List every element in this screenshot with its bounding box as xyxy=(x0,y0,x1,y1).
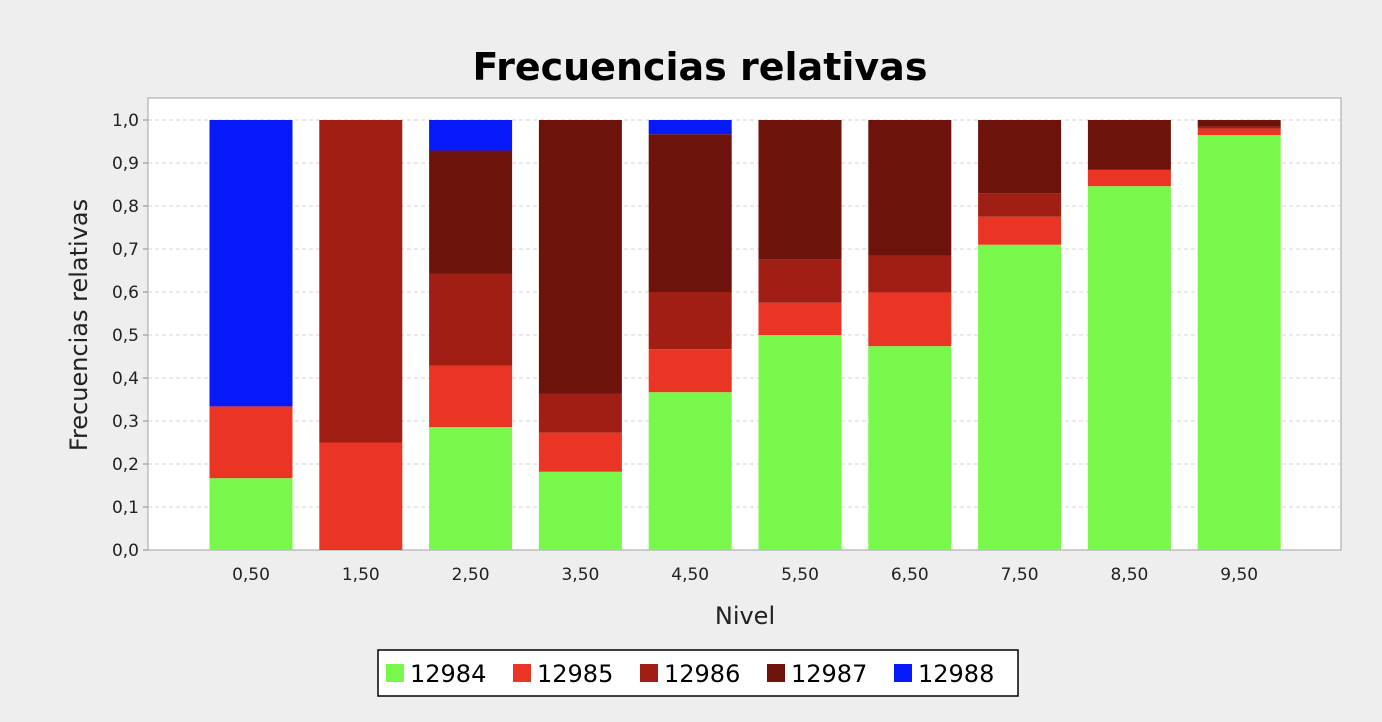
legend-swatch xyxy=(386,664,404,682)
bar-segment xyxy=(868,292,952,347)
y-tick-label: 0,3 xyxy=(112,412,139,432)
bar-segment xyxy=(868,120,952,256)
y-tick-label: 0,9 xyxy=(112,154,139,174)
bar-segment xyxy=(758,120,842,260)
bar-segment xyxy=(538,432,622,472)
y-tick-label: 0,6 xyxy=(112,283,139,303)
legend-item-label: 12988 xyxy=(918,660,994,688)
bar-segment xyxy=(1197,135,1281,551)
bar-segment xyxy=(1087,120,1171,170)
x-tick-label: 7,50 xyxy=(1001,565,1039,585)
legend-item-label: 12986 xyxy=(664,660,740,688)
legend: 12984 12985 12986 12987 12988 xyxy=(377,649,1019,697)
bar-segment xyxy=(1087,186,1171,550)
y-axis-label: Frecuencias relativas xyxy=(65,199,93,451)
bars xyxy=(209,120,1281,551)
y-tick-label: 0,4 xyxy=(112,369,139,389)
bar-segment xyxy=(429,120,513,151)
bar-segment xyxy=(1197,120,1281,127)
bar-segment xyxy=(538,471,622,550)
x-tick-label: 5,50 xyxy=(781,565,819,585)
x-axis-label: Nivel xyxy=(715,602,775,630)
bar-segment xyxy=(648,292,732,350)
bar-segment xyxy=(209,406,293,479)
x-tick-label: 6,50 xyxy=(891,565,929,585)
bar-segment xyxy=(429,365,513,428)
bar-segment xyxy=(978,244,1062,550)
y-axis-ticks: 0,0 0,1 0,2 0,3 0,4 0,5 0,6 0,7 0,8 0,9 1,0 xyxy=(112,111,148,561)
x-tick-label: 8,50 xyxy=(1110,565,1148,585)
legend-swatch xyxy=(640,664,658,682)
bar-segment xyxy=(758,302,842,335)
x-tick-label: 0,50 xyxy=(232,565,270,585)
x-tick-label: 4,50 xyxy=(671,565,709,585)
x-tick-label: 2,50 xyxy=(452,565,490,585)
legend-item-label: 12987 xyxy=(791,660,867,688)
bar-segment xyxy=(538,120,622,394)
bar-segment xyxy=(1087,169,1171,187)
bar-segment xyxy=(319,442,403,550)
x-tick-label: 9,50 xyxy=(1220,565,1258,585)
bar-segment xyxy=(209,478,293,550)
legend-swatch xyxy=(513,664,531,682)
y-tick-label: 0,1 xyxy=(112,498,139,518)
bar-segment xyxy=(648,392,732,550)
bar-segment xyxy=(868,255,952,293)
bar-segment xyxy=(648,134,732,292)
x-axis-ticks: 0,50 1,50 2,50 3,50 4,50 5,50 6,50 7,50 8,50 9,50 xyxy=(232,565,1258,585)
bar-segment xyxy=(758,259,842,303)
legend-item-label: 12985 xyxy=(537,660,613,688)
bar-segment xyxy=(1197,126,1281,129)
bar-segment xyxy=(648,349,732,393)
y-tick-label: 0,0 xyxy=(112,541,139,561)
chart-title: Frecuencias relativas xyxy=(473,45,928,89)
bar-segment xyxy=(429,273,513,366)
x-tick-label: 3,50 xyxy=(561,565,599,585)
bar-segment xyxy=(978,216,1062,245)
bar-segment xyxy=(319,120,403,443)
y-tick-label: 0,5 xyxy=(112,326,139,346)
bar-segment xyxy=(978,193,1062,217)
y-tick-label: 0,8 xyxy=(112,197,139,217)
legend-swatch xyxy=(894,664,912,682)
y-tick-label: 1,0 xyxy=(112,111,139,131)
bar-segment xyxy=(978,120,1062,194)
legend-item-label: 12984 xyxy=(410,660,486,688)
bar-segment xyxy=(1197,128,1281,136)
y-tick-label: 0,7 xyxy=(112,240,139,260)
legend-swatch xyxy=(767,664,785,682)
bar-segment xyxy=(758,335,842,550)
bar-segment xyxy=(648,120,732,135)
bar-segment xyxy=(538,393,622,433)
y-tick-label: 0,2 xyxy=(112,455,139,475)
bar-segment xyxy=(429,150,513,274)
x-tick-label: 1,50 xyxy=(342,565,380,585)
bar-segment xyxy=(209,120,293,407)
bar-segment xyxy=(868,346,952,550)
bar-segment xyxy=(429,427,513,550)
